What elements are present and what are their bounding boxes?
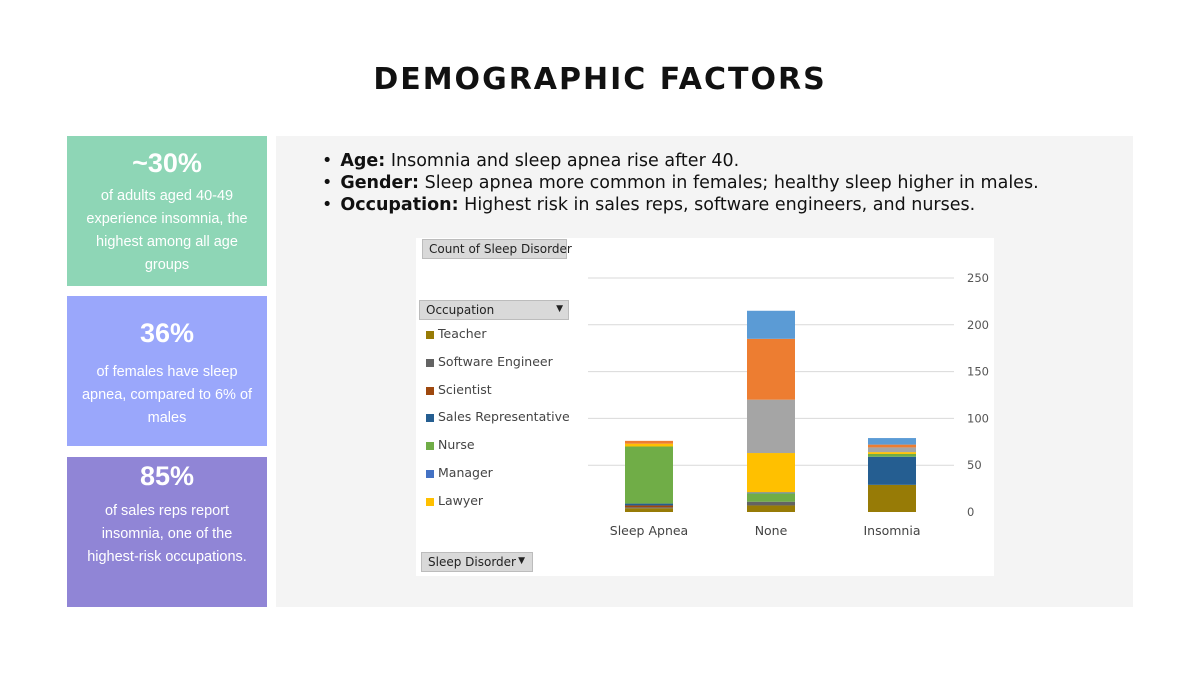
legend-swatch <box>426 331 434 339</box>
y-tick-label: 250 <box>967 271 989 285</box>
legend-item: Lawyer <box>426 493 570 521</box>
pivot-chart: 0 50 100 150 200 250 Sleep Apnea None Insomnia <box>416 238 994 576</box>
bullet-text: Highest risk in sales reps, software eng… <box>458 195 976 215</box>
bullet-occupation: Occupation: Highest risk in sales reps, … <box>322 194 1039 216</box>
y-tick-label: 50 <box>967 458 982 472</box>
stat-description: of females have sleep apnea, compared to… <box>81 364 253 426</box>
legend-label: Software Engineer <box>438 353 553 369</box>
sleep-disorder-filter-label: Sleep Disorder <box>428 555 516 569</box>
occupation-filter-button[interactable]: Occupation ▼ <box>419 300 569 320</box>
legend-item: Teacher <box>426 326 570 354</box>
x-category-label: Insomnia <box>863 523 920 538</box>
chart-plot: 0 50 100 150 200 250 Sleep Apnea None Insomnia <box>588 271 989 538</box>
legend-item: Software Engineer <box>426 354 570 382</box>
bar-segment <box>747 501 795 506</box>
dropdown-arrow-icon: ▼ <box>556 304 563 314</box>
legend-swatch <box>426 386 434 395</box>
bullet-gender: Gender: Sleep apnea more common in femal… <box>322 172 1039 194</box>
slide-title: DEMOGRAPHIC FACTORS <box>373 62 827 97</box>
legend-label: Manager <box>438 464 493 480</box>
stat-value: 85% <box>139 461 195 491</box>
bullet-text: Sleep apnea more common in females; heal… <box>419 173 1039 193</box>
legend-swatch <box>426 358 434 367</box>
legend-item: Sales Representative <box>426 409 570 437</box>
legend-swatch <box>426 497 434 506</box>
y-tick-label: 100 <box>967 411 989 425</box>
bullet-label: Age: <box>340 151 386 171</box>
bar-segment <box>625 507 673 509</box>
bar-segment <box>747 453 795 493</box>
legend-swatch <box>426 469 434 478</box>
bar-segment <box>625 446 673 504</box>
stat-card-sales-reps: 85% of sales reps report insomnia, one o… <box>67 457 267 607</box>
stat-card-sleep-apnea-gender: 36% of females have sleep apnea, compare… <box>67 296 267 446</box>
bar-segment <box>747 310 795 339</box>
bullet-list: Age: Insomnia and sleep apnea rise after… <box>322 150 1039 216</box>
legend-label: Nurse <box>438 437 475 453</box>
stat-description: of sales reps report insomnia, one of th… <box>87 503 247 565</box>
values-field-label: Count of Sleep Disorder <box>429 242 572 256</box>
legend-swatch <box>426 414 434 423</box>
legend-label: Lawyer <box>438 492 484 508</box>
bar-segment <box>747 505 795 512</box>
bar-segment <box>868 447 916 453</box>
bar-segment <box>625 440 673 444</box>
bar-segment <box>747 338 795 400</box>
stat-value: 36% <box>139 318 195 348</box>
bullet-label: Occupation: <box>340 195 459 215</box>
legend-item: Manager <box>426 465 570 493</box>
bar-segment <box>868 456 916 485</box>
bar-segment <box>868 438 916 445</box>
bar-segment <box>868 484 916 512</box>
legend-label: Scientist <box>438 381 492 397</box>
legend-label: Teacher <box>438 326 487 341</box>
bar-segment <box>625 508 673 512</box>
legend-label: Sales Representative <box>438 409 570 425</box>
values-field-button[interactable]: Count of Sleep Disorder <box>422 239 572 259</box>
bar-segment <box>868 444 916 448</box>
legend-item: Scientist <box>426 382 570 410</box>
bullet-text: Insomnia and sleep apnea rise after 40. <box>385 151 740 171</box>
x-category-label: Sleep Apnea <box>610 523 688 538</box>
bullet-age: Age: Insomnia and sleep apnea rise after… <box>322 150 1039 172</box>
bar-segment <box>747 493 795 502</box>
x-category-label: None <box>755 523 788 538</box>
chart-legend: Teacher Software Engineer Scientist Sales R… <box>426 326 570 521</box>
bar-segment <box>868 452 916 454</box>
y-tick-label: 200 <box>967 318 989 332</box>
bullet-label: Gender: <box>340 173 420 193</box>
bar-segment <box>625 505 673 508</box>
bar-segment <box>625 443 673 447</box>
sleep-disorder-filter-button[interactable]: Sleep Disorder ▼ <box>421 552 533 572</box>
y-tick-label: 150 <box>967 365 989 379</box>
bar-segment <box>747 399 795 454</box>
stat-description: of adults aged 40-49 experience insomnia… <box>86 188 248 273</box>
bar-segment <box>747 492 795 494</box>
y-tick-label: 0 <box>967 505 974 519</box>
occupation-filter-label: Occupation <box>426 303 495 317</box>
bar-segment <box>625 503 673 506</box>
stat-value: ~30% <box>132 148 202 178</box>
dropdown-arrow-icon: ▼ <box>518 556 525 566</box>
stat-card-insomnia-age: ~30% of adults aged 40-49 experience ins… <box>67 136 267 286</box>
bar-segment <box>868 453 916 457</box>
legend-item: Nurse <box>426 437 570 465</box>
legend-swatch <box>426 442 434 451</box>
